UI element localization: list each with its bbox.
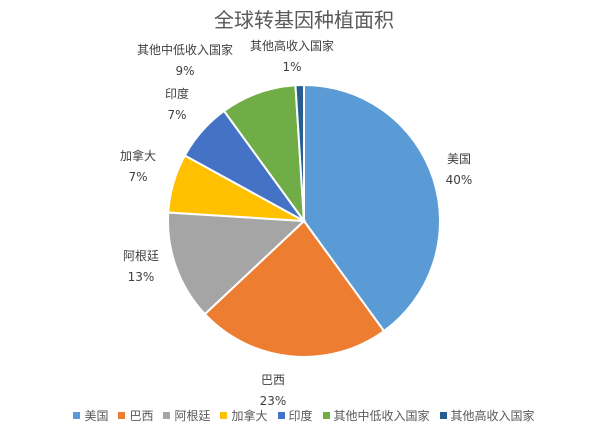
slice-label-1: 巴西 23%	[260, 370, 287, 412]
slice-label-name: 印度	[164, 87, 190, 101]
legend-item-4: 印度	[277, 407, 313, 424]
legend-swatch	[277, 411, 285, 419]
pie-slice-1	[203, 219, 386, 358]
legend-item-6: 其他高收入国家	[439, 407, 535, 424]
slice-label-percent: 7%	[167, 108, 187, 122]
legend-item-1: 巴西	[118, 407, 153, 424]
slice-label-name: 加拿大	[119, 149, 157, 163]
legend-item-2: 阿根廷	[163, 407, 210, 424]
slice-label-4: 印度 7%	[165, 84, 189, 126]
legend-swatch	[73, 411, 81, 419]
legend-swatch	[220, 411, 228, 419]
legend-item-3: 加拿大	[220, 407, 268, 424]
slice-label-percent: 40%	[445, 173, 473, 187]
legend-swatch	[163, 411, 171, 419]
slice-label-percent: 1%	[282, 60, 302, 74]
slice-label-name: 其他高收入国家	[249, 39, 335, 53]
slice-label-percent: 13%	[127, 270, 155, 284]
legend-label: 印度	[288, 408, 313, 423]
legend-swatch	[118, 411, 126, 419]
slice-label-6: 其他高收入国家 1%	[250, 36, 334, 78]
legend-swatch	[322, 411, 330, 419]
slice-label-name: 巴西	[260, 373, 286, 387]
slice-label-name: 阿根廷	[122, 249, 160, 263]
slice-label-name: 美国	[446, 152, 472, 166]
legend-item-0: 美国	[73, 407, 108, 424]
legend-label: 阿根廷	[174, 408, 211, 423]
chart-title: 全球转基因种植面积	[214, 8, 394, 32]
slice-label-name: 其他中低收入国家	[136, 43, 234, 57]
legend: 美国 巴西 阿根廷 加拿大 印度 其他中低收入国家 其他高收入国家	[0, 406, 608, 424]
slice-label-0: 美国 40%	[446, 149, 473, 191]
slice-label-5: 其他中低收入国家 9%	[137, 40, 233, 82]
legend-label: 巴西	[129, 408, 154, 423]
slice-label-percent: 9%	[175, 64, 195, 78]
legend-label: 美国	[84, 408, 109, 423]
slice-label-percent: 23%	[259, 394, 287, 408]
slice-label-2: 阿根廷 13%	[123, 246, 159, 288]
pie-slice-0	[303, 83, 441, 333]
legend-label: 其他中低收入国家	[333, 408, 430, 423]
pie-slice-2	[167, 211, 307, 316]
legend-swatch	[439, 411, 447, 419]
legend-label: 其他高收入国家	[450, 408, 535, 423]
legend-item-5: 其他中低收入国家	[322, 407, 430, 424]
legend-label: 加拿大	[231, 408, 268, 423]
pie-slice-6	[294, 83, 305, 222]
slice-label-percent: 7%	[128, 170, 148, 184]
slice-label-3: 加拿大 7%	[120, 146, 156, 188]
